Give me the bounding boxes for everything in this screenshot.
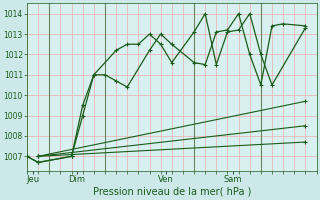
X-axis label: Pression niveau de la mer( hPa ): Pression niveau de la mer( hPa ) [92, 187, 251, 197]
